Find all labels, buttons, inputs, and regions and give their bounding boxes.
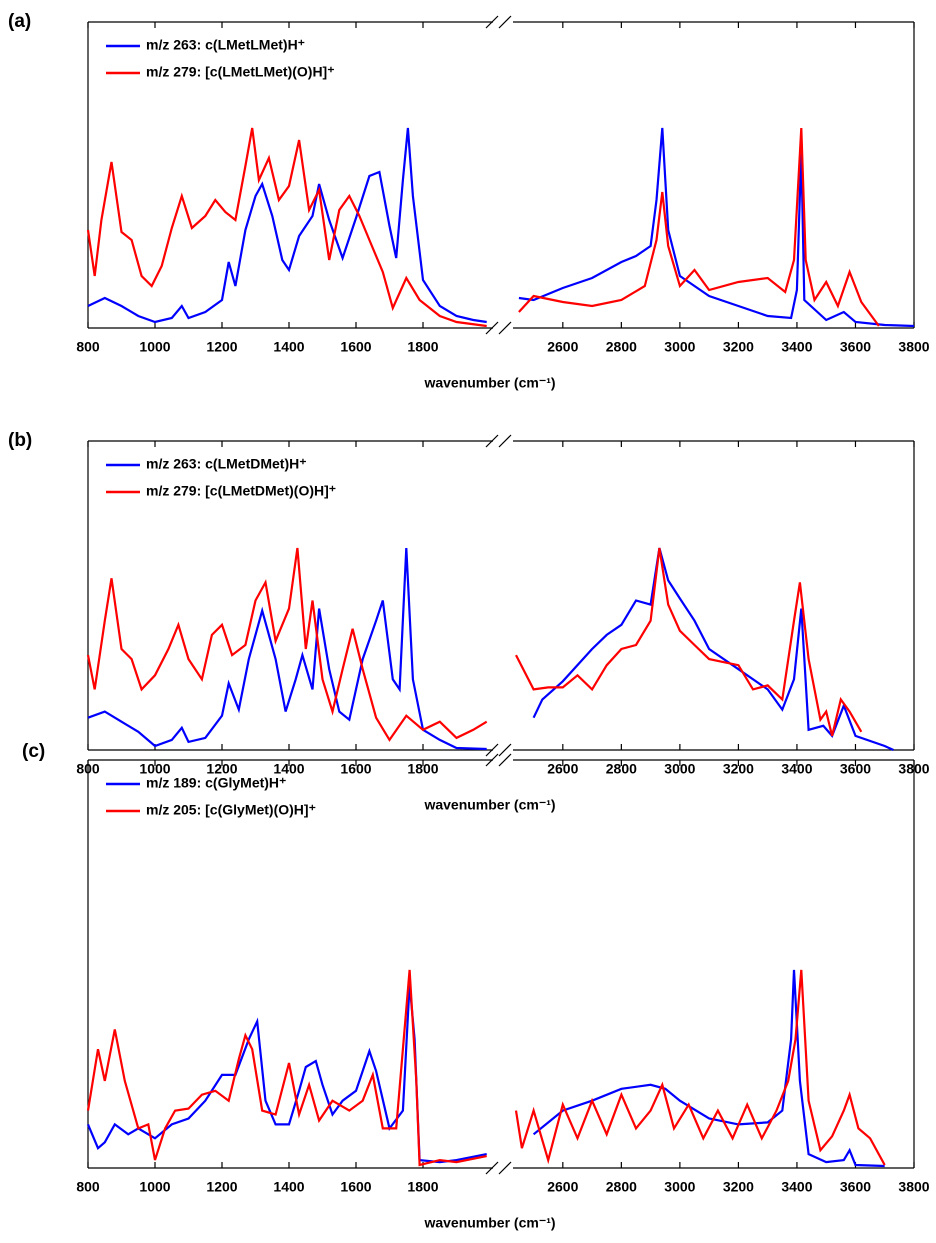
legend-label: m/z 189: c(GlyMet)H⁺ [146, 775, 286, 791]
spectrum-line [86, 983, 487, 1164]
x-tick-label: 1200 [206, 1179, 237, 1195]
x-tick-label: 1600 [340, 339, 371, 355]
legend-label: m/z 205: [c(GlyMet)(O)H]⁺ [146, 802, 316, 818]
x-tick-label: 3800 [898, 339, 929, 355]
x-tick-label: 3600 [840, 761, 871, 777]
x-tick-label: 800 [76, 1179, 100, 1195]
x-tick-label: 1000 [139, 1179, 170, 1195]
x-tick-label: 3600 [840, 1179, 871, 1195]
spectrum-line [532, 969, 885, 1168]
x-tick-label: 2800 [606, 339, 637, 355]
x-tick-label: 3200 [723, 761, 754, 777]
x-tick-label: 1800 [407, 339, 438, 355]
x-tick-label: 1600 [340, 1179, 371, 1195]
axis-break [498, 321, 512, 335]
spectrum-line [86, 547, 488, 742]
axis-break [498, 1161, 512, 1175]
x-tick-label: 1000 [139, 761, 170, 777]
x-tick-label: 3400 [781, 1179, 812, 1195]
x-tick-label: 2600 [547, 761, 578, 777]
axis-break [498, 434, 512, 448]
legend-label: m/z 263: c(LMetLMet)H⁺ [146, 37, 305, 53]
x-tick-label: 800 [76, 339, 100, 355]
spectrum-line [86, 127, 487, 328]
x-tick-label: 3400 [781, 339, 812, 355]
axis-break [485, 1161, 499, 1175]
x-tick-label: 2800 [606, 1179, 637, 1195]
x-tick-label: 1200 [206, 761, 237, 777]
axis-break [485, 15, 499, 29]
x-tick-label: 2600 [547, 1179, 578, 1195]
x-axis-label: wavenumber (cm⁻¹) [423, 797, 555, 813]
x-tick-label: 3400 [781, 761, 812, 777]
x-tick-label: 1400 [273, 339, 304, 355]
axis-break [485, 321, 499, 335]
spectrum-line [514, 969, 886, 1166]
x-tick-label: 3200 [723, 1179, 754, 1195]
x-tick-label: 3600 [840, 339, 871, 355]
x-tick-label: 3800 [898, 1179, 929, 1195]
x-tick-label: 1800 [407, 761, 438, 777]
axis-break [485, 743, 499, 757]
x-tick-label: 2800 [606, 761, 637, 777]
x-tick-label: 1600 [340, 761, 371, 777]
legend-label: m/z 279: [c(LMetLMet)(O)H]⁺ [146, 64, 335, 80]
spectrum-line [87, 127, 487, 324]
axis-break [498, 753, 512, 767]
axis-break [485, 434, 499, 448]
axis-break [485, 753, 499, 767]
x-axis-label: wavenumber (cm⁻¹) [423, 1215, 555, 1231]
x-tick-label: 1200 [206, 339, 237, 355]
spectrum-line [86, 969, 487, 1167]
axis-break [498, 743, 512, 757]
spectrum-line [87, 547, 487, 751]
x-axis-label: wavenumber (cm⁻¹) [423, 375, 555, 391]
panel-label: (b) [8, 430, 32, 451]
x-tick-label: 1800 [407, 1179, 438, 1195]
x-tick-label: 3000 [664, 339, 695, 355]
spectrum-line [518, 127, 915, 328]
x-tick-label: 1000 [139, 339, 170, 355]
spectrum-line [515, 547, 863, 737]
x-tick-label: 2600 [547, 339, 578, 355]
x-tick-label: 3000 [664, 761, 695, 777]
panel-label: (c) [22, 741, 45, 762]
panel-label: (a) [8, 11, 31, 32]
x-tick-label: 3000 [664, 1179, 695, 1195]
x-tick-label: 3200 [723, 339, 754, 355]
spectrum-line [518, 127, 880, 327]
legend-label: m/z 263: c(LMetDMet)H⁺ [146, 456, 307, 472]
spectrum-line [532, 547, 894, 752]
legend-label: m/z 279: [c(LMetDMet)(O)H]⁺ [146, 483, 336, 499]
x-tick-label: 1400 [273, 1179, 304, 1195]
x-tick-label: 1400 [273, 761, 304, 777]
axis-break [498, 15, 512, 29]
